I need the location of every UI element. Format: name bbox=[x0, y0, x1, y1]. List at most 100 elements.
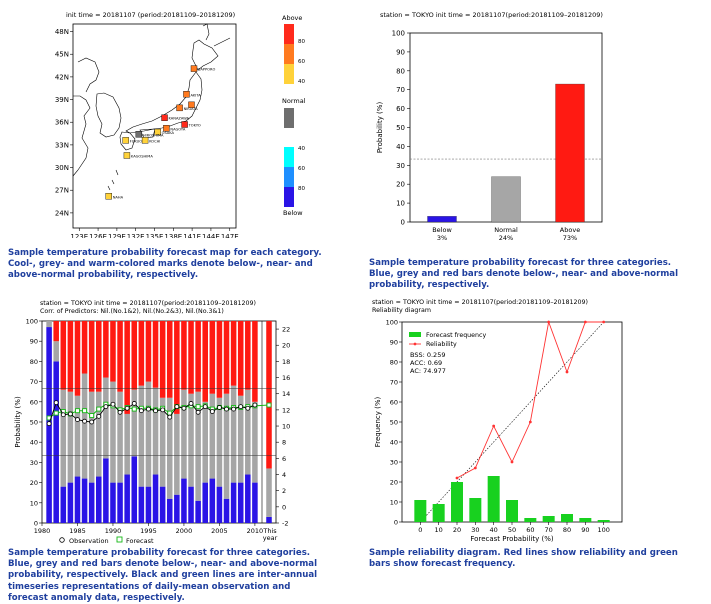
y-tick-label: 80 bbox=[390, 359, 398, 367]
y-tick-label: 90 bbox=[390, 339, 398, 347]
forecast-marker bbox=[82, 408, 88, 414]
stacked-bar-segment bbox=[96, 391, 102, 477]
observation-marker bbox=[67, 411, 73, 417]
observation-marker bbox=[181, 405, 187, 411]
y-tick-label: 10 bbox=[396, 200, 405, 208]
lon-label: 138E bbox=[164, 233, 182, 238]
stacked-bar-segment bbox=[60, 486, 67, 523]
x-tick-label: 20 bbox=[453, 526, 461, 534]
value-label: 3% bbox=[437, 234, 447, 242]
reliability-marker bbox=[528, 420, 532, 424]
stacked-bar-segment bbox=[245, 389, 251, 475]
stacked-bar-segment bbox=[237, 482, 244, 523]
reliability-marker bbox=[583, 320, 587, 324]
legend-above-level: 40 bbox=[298, 79, 305, 85]
stacked-bar-segment bbox=[96, 321, 102, 392]
stacked-bar-segment bbox=[195, 321, 201, 392]
lon-label: 129E bbox=[108, 233, 126, 238]
x-tick-label: 100 bbox=[597, 526, 609, 534]
y-tick-label: 80 bbox=[396, 67, 405, 75]
rel-header: station = TOKYO init time = 20181107(per… bbox=[372, 299, 588, 306]
lat-labels: 48N 45N 42N 39N 36N 33N 30N 27N 24N bbox=[55, 28, 73, 217]
y2-tick-label: -2 bbox=[282, 520, 288, 528]
stacked-bar-segment bbox=[174, 413, 180, 495]
stacked-bar-segment bbox=[202, 482, 208, 523]
y2-tick-label: 16 bbox=[282, 374, 290, 382]
observation-marker bbox=[245, 405, 251, 411]
forecast-marker bbox=[75, 408, 80, 414]
stacked-bar-segment bbox=[74, 321, 81, 396]
observation-marker bbox=[167, 414, 173, 420]
y-tick-label: 60 bbox=[396, 105, 405, 113]
lat-label: 27N bbox=[55, 187, 69, 195]
stacked-bar-segment bbox=[124, 474, 130, 523]
stacked-bar-segment bbox=[202, 321, 208, 402]
lat-label: 30N bbox=[55, 164, 69, 172]
this-year-label: year bbox=[263, 534, 278, 542]
lat-label: 45N bbox=[55, 51, 69, 59]
y-tick-label: 50 bbox=[390, 419, 398, 427]
forecast-map: init time = 20181107 (period:20181109–20… bbox=[55, 11, 306, 238]
stacked-bar-segment bbox=[166, 321, 173, 398]
observation-marker bbox=[224, 406, 229, 412]
y-tick-label: 50 bbox=[30, 419, 38, 427]
reliability-marker bbox=[455, 476, 459, 480]
stat-label: AC: 74.977 bbox=[410, 367, 446, 375]
stacked-bar-segment bbox=[117, 391, 123, 483]
station-marker bbox=[163, 125, 170, 132]
y2-tick-label: 14 bbox=[282, 390, 290, 398]
station-label: OSAKA bbox=[162, 131, 175, 135]
stacked-bar-segment bbox=[237, 395, 244, 483]
station-marker bbox=[176, 104, 183, 112]
category-label: Below bbox=[432, 226, 452, 234]
station-label: KOCHI bbox=[149, 139, 160, 143]
x-tick-label: 2005 bbox=[211, 527, 228, 535]
y-tick-label: 0 bbox=[401, 219, 405, 227]
y2-tick-label: 2 bbox=[282, 487, 286, 495]
kuril-coast bbox=[213, 37, 231, 47]
stacked-bar-segment bbox=[103, 321, 109, 378]
china-coast bbox=[72, 95, 91, 177]
stacked-bar-segment bbox=[237, 321, 244, 396]
legend-below-swatch bbox=[284, 147, 294, 167]
stacked-bar-segment bbox=[96, 476, 102, 523]
y-tick-label: 100 bbox=[386, 319, 398, 327]
observation-marker bbox=[75, 417, 80, 422]
observation-marker bbox=[195, 409, 201, 415]
y-axis-title: Probability (%) bbox=[376, 102, 384, 154]
legend-reliability-label: Reliability bbox=[426, 341, 457, 348]
observation-marker bbox=[202, 404, 208, 410]
observation-marker bbox=[103, 404, 109, 410]
this-year-label: This bbox=[262, 527, 277, 535]
y-tick-label: 20 bbox=[30, 479, 38, 487]
lat-label: 39N bbox=[55, 96, 69, 104]
y-tick-label: 10 bbox=[390, 499, 398, 507]
y-tick-label: 40 bbox=[390, 439, 398, 447]
stacked-bar-segment bbox=[46, 321, 52, 328]
station-marker bbox=[154, 128, 161, 136]
legend-observation-label: Observation bbox=[69, 537, 109, 545]
stacked-bar-segment bbox=[138, 486, 145, 523]
stacked-bar-segment bbox=[103, 458, 109, 523]
ts-subheader: Corr. of Predictors: Nil.(No.1&2), Nil.(… bbox=[40, 308, 224, 315]
legend-below-level: 60 bbox=[298, 166, 305, 172]
timeseries-caption-line: timeseries representations of daily-mean… bbox=[8, 581, 291, 592]
legend-above-title: Above bbox=[282, 14, 302, 22]
legend-normal-swatch bbox=[284, 108, 294, 128]
lat-label: 24N bbox=[55, 209, 69, 217]
lon-label: 123E bbox=[70, 233, 88, 238]
forecast-marker bbox=[195, 404, 201, 410]
bar-caption: Sample temperature probability forecast … bbox=[369, 258, 678, 292]
value-label: 73% bbox=[563, 234, 577, 242]
observation-marker bbox=[217, 405, 222, 410]
stacked-bar-segment bbox=[74, 476, 81, 523]
stacked-bar-segment bbox=[131, 456, 138, 523]
timeseries-panel: station = TOKYO init time = 20181107(per… bbox=[0, 295, 355, 548]
x-tick-label: 90 bbox=[581, 526, 589, 534]
stacked-bar-segment bbox=[53, 341, 59, 362]
timeseries-caption-line: Sample temperature probability forecast … bbox=[8, 548, 311, 558]
observation-marker bbox=[117, 409, 123, 415]
legend-below-level: 40 bbox=[298, 146, 305, 152]
ts-header: station = TOKYO init time = 20181107(per… bbox=[40, 300, 256, 307]
y-tick-label: 0 bbox=[34, 520, 38, 528]
